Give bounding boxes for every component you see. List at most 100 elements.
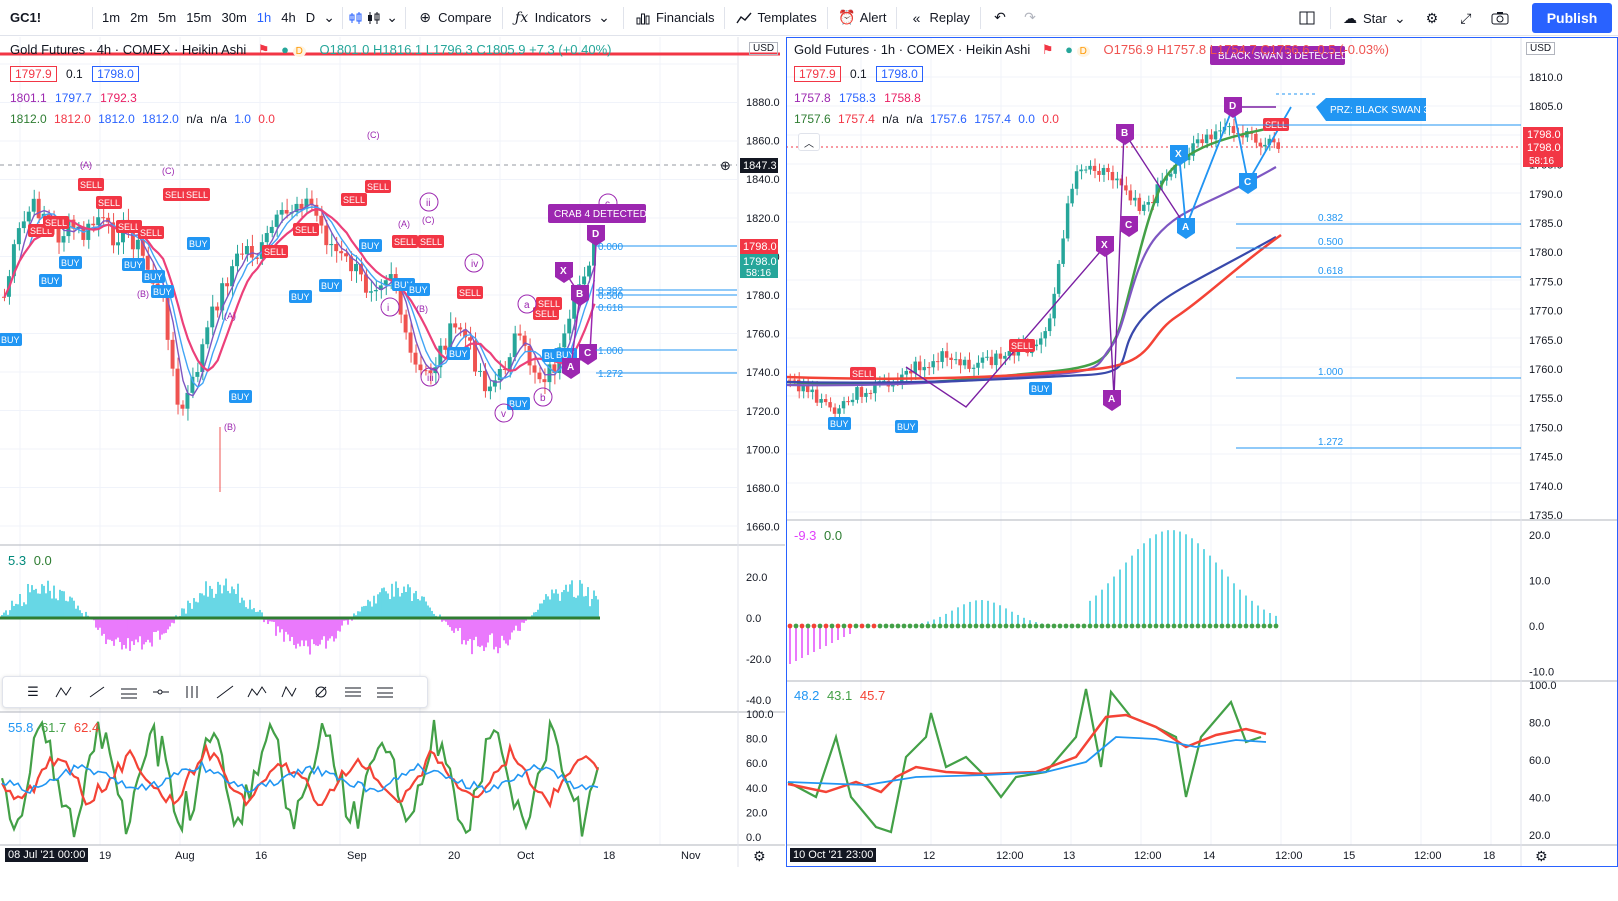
currency-selector[interactable]: USD [749, 42, 779, 55]
indicators-button[interactable]: ƒx Indicators ⌄ [507, 0, 619, 36]
candle-body [931, 361, 935, 368]
buy-signal [1029, 382, 1052, 395]
interval-4h[interactable]: 4h [281, 10, 296, 25]
candle-body [1168, 173, 1173, 177]
wave-circle [494, 403, 514, 423]
candle-body [1227, 126, 1231, 128]
ma-value: 0.0 [1042, 112, 1059, 126]
candle-body [339, 251, 344, 254]
rsi-line [787, 688, 1262, 834]
interval-2m[interactable]: 2m [130, 10, 149, 25]
price-axis-label: 1770.0 [1529, 306, 1563, 318]
buy-signal-text: BUY [544, 351, 563, 361]
candle-body [344, 253, 349, 257]
candle-body [819, 398, 823, 403]
layout-icon[interactable] [1298, 9, 1316, 27]
candle-body [935, 361, 940, 363]
gear-icon: ⚙ [753, 848, 766, 864]
candle-body [210, 306, 215, 328]
pattern-tool-icon[interactable] [53, 681, 77, 703]
collapse-legend-icon[interactable]: ︿ [798, 133, 820, 151]
currency-selector[interactable]: USD [1526, 42, 1556, 55]
gann-tool-icon[interactable] [341, 681, 365, 703]
interval-5m[interactable]: 5m [158, 10, 177, 25]
bid-button[interactable]: 1797.9 [794, 66, 841, 82]
interval-d[interactable]: D [305, 10, 316, 25]
trend-line-icon[interactable] [213, 681, 237, 703]
oscillator-dot [1069, 623, 1075, 629]
undo-icon[interactable]: ↶ [994, 9, 1006, 25]
interval-1m[interactable]: 1m [102, 10, 121, 25]
chevron-down-icon[interactable]: ⌄ [386, 9, 398, 25]
fullscreen-icon[interactable]: ⤢ [1460, 9, 1472, 26]
oscillator-dot [973, 623, 979, 629]
left-chart-canvas[interactable]: 1880.01860.01840.01820.01800.01780.01760… [0, 37, 785, 901]
abcd-tool-icon[interactable] [277, 681, 301, 703]
fib-level-label: 1.000 [1318, 367, 1343, 378]
time-axis-label: 18 [603, 850, 615, 862]
candles-icon[interactable] [365, 9, 383, 27]
publish-button[interactable]: Publish [1532, 3, 1612, 33]
sell-signal-text: SELL [535, 309, 557, 319]
interval-1h[interactable]: 1h [256, 10, 272, 25]
left-rsi-legend: 55.8 61.7 62.4 [8, 720, 99, 735]
ask-button[interactable]: 1798.0 [92, 66, 139, 82]
ray-tool-icon[interactable] [85, 681, 109, 703]
rsi-axis-label: 100.0 [1529, 680, 1557, 692]
candle-body [1128, 190, 1133, 201]
candle-body [989, 356, 994, 366]
gear-icon[interactable]: ⚙ [1425, 9, 1439, 26]
flag-icon[interactable]: ⚑ [1041, 42, 1054, 57]
buy-signal-text: BUY [61, 258, 80, 268]
pattern-point-marker [1116, 124, 1134, 145]
candle-body [111, 222, 116, 246]
bar-style-icon[interactable] [347, 9, 365, 27]
candle-body [408, 332, 413, 353]
cycle-tool-icon[interactable] [309, 681, 333, 703]
redo-icon[interactable]: ↷ [1024, 9, 1036, 25]
symbol-search[interactable]: GC1! [10, 10, 42, 25]
sell-signal [96, 196, 122, 209]
lines-tool-icon[interactable]: ☰ [27, 684, 39, 699]
xabcd-tool-icon[interactable] [245, 681, 269, 703]
cloud-icon: ☁ [1343, 9, 1357, 26]
candle-body [913, 361, 917, 374]
compare-button[interactable]: ⊕ Compare [410, 0, 497, 36]
interval-15m[interactable]: 15m [186, 10, 212, 25]
fib-tool-icon[interactable] [181, 681, 205, 703]
forecast-tool-icon[interactable] [373, 681, 397, 703]
horizontal-ray-icon[interactable] [149, 681, 173, 703]
ma-value: 1801.1 [10, 91, 47, 105]
right-chart[interactable]: 1810.01805.01800.01795.01790.01785.01780… [786, 37, 1618, 901]
bid-button[interactable]: 1797.9 [10, 66, 57, 82]
camera-icon[interactable] [1491, 9, 1509, 27]
candle-body [522, 335, 527, 346]
templates-label: Templates [757, 10, 817, 25]
channel-tool-icon[interactable] [117, 681, 141, 703]
star-button[interactable]: ☁ Star ⌄ [1335, 0, 1415, 36]
candle-body [190, 376, 195, 393]
alert-button[interactable]: ⏰ Alert [832, 0, 893, 36]
flag-icon[interactable]: ⚑ [257, 42, 270, 57]
financials-button[interactable]: Financials [628, 0, 721, 36]
interval-30m[interactable]: 30m [221, 10, 247, 25]
oscillator-dot [1183, 623, 1189, 629]
chevron-down-icon[interactable]: ⌄ [323, 9, 335, 25]
osc-value: 5.3 [8, 553, 27, 568]
price-axis-label: 1820.0 [746, 213, 780, 225]
drawing-toolbar[interactable]: ☰ [2, 676, 428, 708]
pattern-label: BLACK SWAN 3 DETECTED [1218, 51, 1348, 62]
candle-body [527, 345, 532, 366]
sell-signal [1009, 339, 1035, 352]
oscillator-dot [1231, 623, 1237, 629]
ma-value: n/a [882, 112, 899, 126]
templates-button[interactable]: Templates [729, 0, 822, 36]
price-axis-label: 1750.0 [1529, 422, 1563, 434]
status-dot-icon: ● [1065, 42, 1074, 57]
pattern-point-label: X [560, 266, 567, 277]
replay-button[interactable]: « Replay [901, 0, 975, 36]
right-chart-canvas[interactable]: 1810.01805.01800.01795.01790.01785.01780… [786, 37, 1618, 901]
left-chart[interactable]: 1880.01860.01840.01820.01800.01780.01760… [0, 37, 785, 901]
ask-button[interactable]: 1798.0 [876, 66, 923, 82]
candle-body [1110, 172, 1115, 181]
